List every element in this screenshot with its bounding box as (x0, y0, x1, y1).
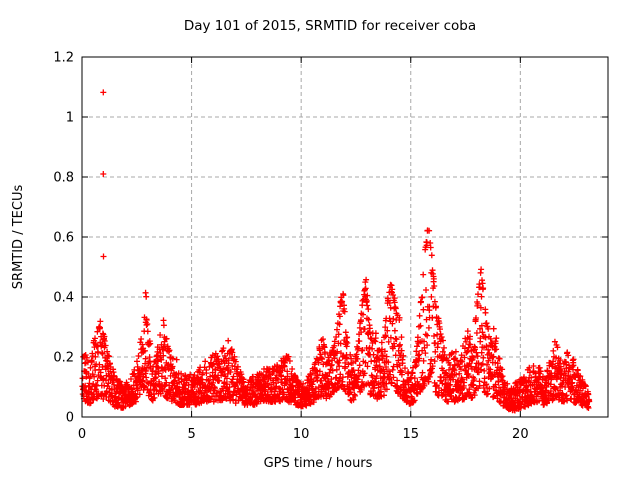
x-tick-label: 0 (78, 427, 86, 442)
y-tick-label: 0.2 (53, 351, 74, 366)
tick-label-layer: 0 5 10 15 20 0 0.2 0.4 0.6 0.8 1 1.2 (53, 51, 528, 443)
y-tick-label: 0.6 (53, 231, 74, 246)
chart-title: Day 101 of 2015, SRMTID for receiver cob… (184, 18, 476, 34)
y-axis-label: SRMTID / TECUs (11, 185, 26, 290)
x-tick-label: 10 (293, 427, 310, 442)
y-tick-label: 0.8 (53, 171, 74, 186)
x-axis-label: GPS time / hours (264, 456, 373, 471)
data-points-layer (79, 89, 593, 414)
y-tick-label: 0.4 (53, 291, 74, 306)
grid-layer (82, 57, 608, 417)
y-tick-label: 1 (66, 111, 74, 126)
y-tick-label: 0 (66, 411, 74, 426)
x-tick-label: 5 (187, 427, 195, 442)
plot-border (81, 56, 609, 418)
x-tick-label: 15 (402, 427, 419, 442)
x-tick-label: 20 (512, 427, 529, 442)
y-tick-label: 1.2 (53, 51, 74, 66)
scatter-plus-markers (79, 89, 593, 414)
